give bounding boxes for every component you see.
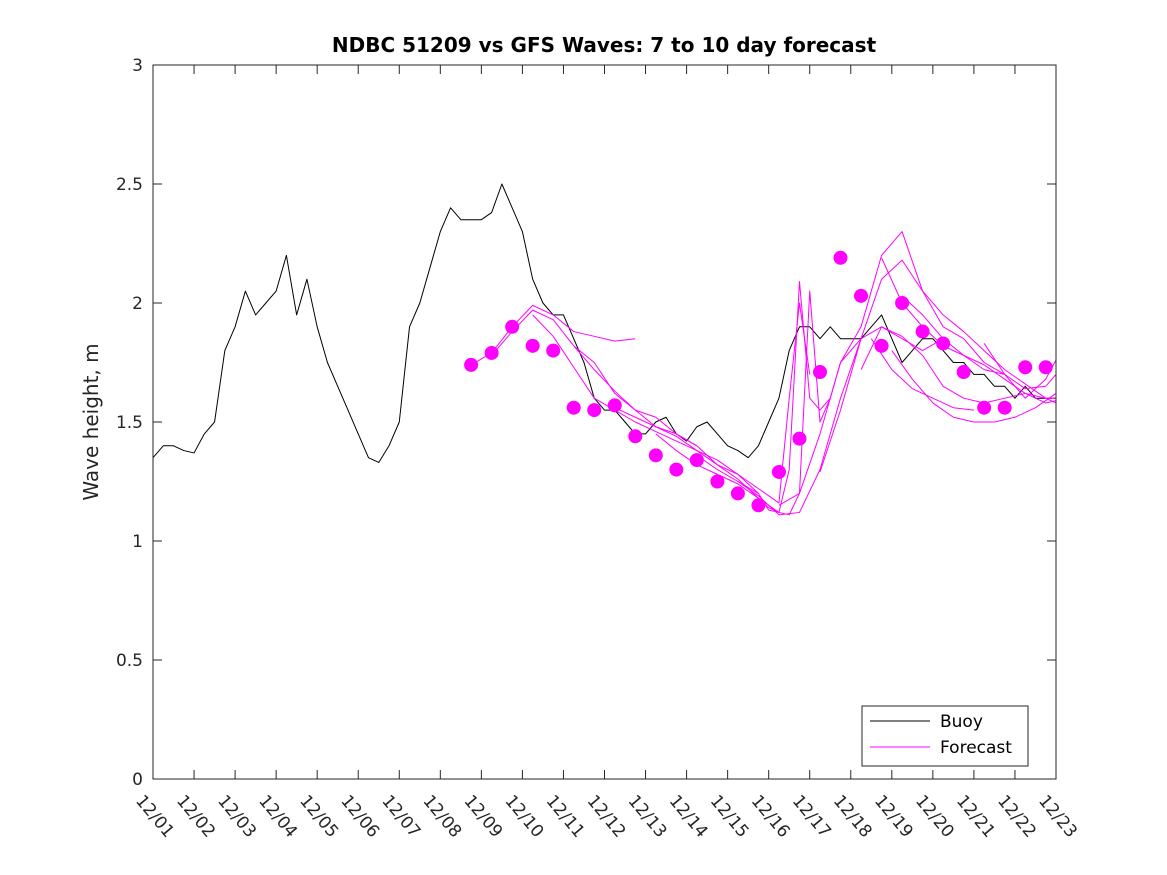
- series-line-forecast: [901, 295, 1057, 390]
- y-tick-label: 3: [132, 56, 143, 76]
- forecast-marker: [587, 403, 602, 418]
- forecast-marker: [464, 357, 479, 372]
- chart-title: NDBC 51209 vs GFS Waves: 7 to 10 day for…: [332, 33, 877, 57]
- legend-label-forecast: Forecast: [940, 738, 1012, 758]
- y-tick-label: 1: [132, 532, 143, 552]
- y-tick-label: 1.5: [116, 413, 143, 433]
- forecast-marker: [833, 250, 848, 265]
- y-tick-label: 2.5: [116, 175, 143, 195]
- forecast-marker: [1038, 360, 1053, 375]
- series-line-forecast: [778, 231, 1005, 506]
- forecast-marker: [854, 288, 869, 303]
- forecast-marker: [1018, 360, 1033, 375]
- y-axis-label: Wave height, m: [79, 343, 103, 500]
- forecast-marker: [484, 345, 499, 360]
- series-line-forecast: [532, 314, 759, 494]
- forecast-marker: [546, 343, 561, 358]
- series-line-forecast: [891, 350, 1057, 423]
- forecast-marker: [505, 319, 520, 334]
- series-line-forecast: [491, 309, 698, 447]
- series-line-buoy: [152, 183, 1056, 463]
- forecast-marker: [997, 400, 1012, 415]
- forecast-marker: [874, 338, 889, 353]
- forecast-marker: [977, 400, 992, 415]
- forecast-marker: [751, 498, 766, 513]
- series-line-forecast: [870, 338, 974, 411]
- series-line-forecast: [470, 304, 636, 366]
- forecast-marker: [669, 462, 684, 477]
- series-line-forecast: [614, 302, 811, 504]
- forecast-marker: [689, 453, 704, 468]
- series-line-forecast: [860, 326, 1057, 404]
- forecast-marker: [607, 398, 622, 413]
- forecast-marker: [730, 486, 745, 501]
- legend-label-buoy: Buoy: [940, 712, 983, 732]
- forecast-marker: [956, 365, 971, 380]
- forecast-marker: [771, 464, 786, 479]
- series-line-forecast: [819, 259, 1056, 473]
- y-tick-label: 0.5: [116, 651, 143, 671]
- forecast-marker: [936, 336, 951, 351]
- forecast-marker: [710, 474, 725, 489]
- forecast-marker: [648, 448, 663, 463]
- legend: Buoy Forecast: [861, 705, 1029, 767]
- y-tick-label: 2: [132, 294, 143, 314]
- series-line-forecast: [881, 257, 1057, 404]
- forecast-marker: [895, 296, 910, 310]
- axes-box: [152, 64, 1057, 780]
- forecast-marker: [812, 365, 827, 380]
- plot-background: [153, 65, 1056, 779]
- forecast-marker: [915, 324, 930, 339]
- forecast-marker: [566, 400, 581, 415]
- forecast-marker: [792, 431, 807, 446]
- forecast-marker: [628, 429, 643, 444]
- y-tick-label: 0: [132, 770, 143, 790]
- forecast-marker: [525, 338, 540, 353]
- legend-box: [861, 705, 1029, 767]
